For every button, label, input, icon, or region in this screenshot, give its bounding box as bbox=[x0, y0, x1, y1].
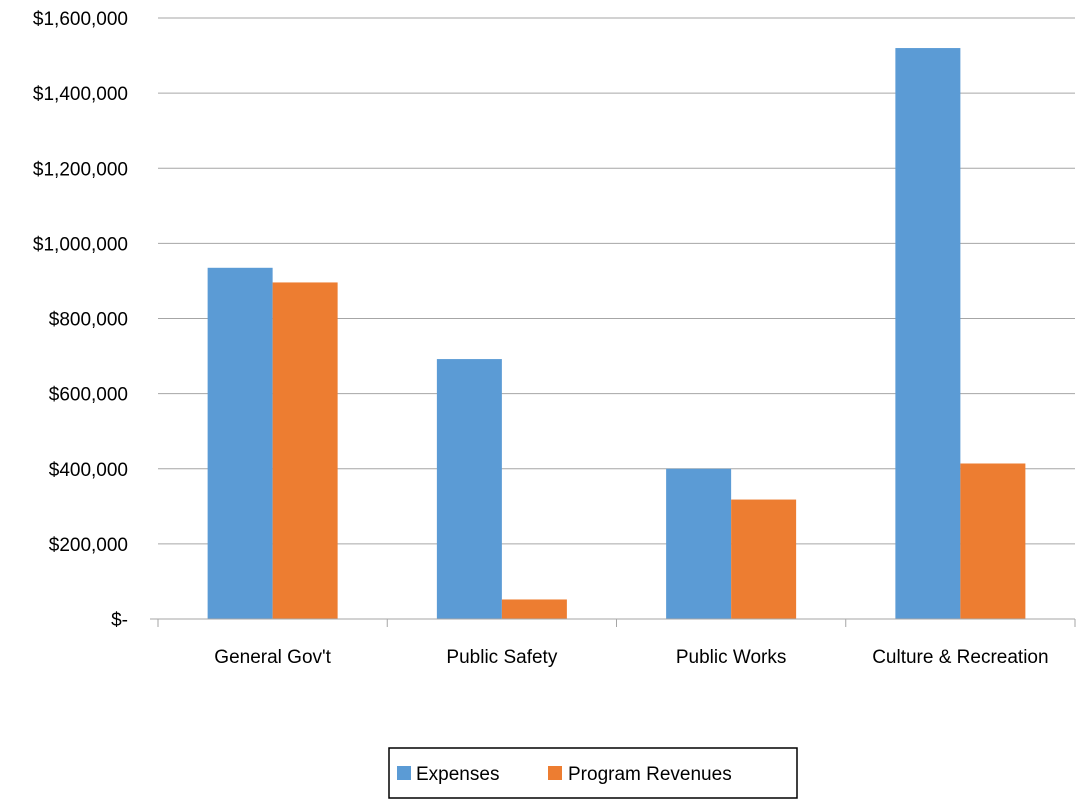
x-axis bbox=[150, 618, 1076, 627]
legend-box bbox=[388, 747, 798, 799]
y-tick-label: $200,000 bbox=[49, 535, 128, 556]
bars bbox=[207, 48, 1026, 620]
legend-label: Expenses bbox=[416, 764, 499, 785]
x-axis-category-labels: General Gov't Public Safety Public Works Cu… bbox=[214, 647, 1048, 668]
legend: Expenses Program Revenues bbox=[388, 747, 798, 799]
bar-expenses bbox=[895, 48, 961, 620]
legend-swatch-program-revenues bbox=[548, 766, 562, 780]
bar-program-revenues bbox=[501, 599, 567, 619]
y-tick-label: $1,000,000 bbox=[33, 234, 128, 255]
y-tick-label: $400,000 bbox=[49, 460, 128, 481]
bar-expenses bbox=[207, 267, 273, 619]
y-tick-label: $800,000 bbox=[49, 310, 128, 331]
bar-expenses bbox=[436, 359, 502, 619]
category-label: General Gov't bbox=[214, 647, 331, 668]
y-axis-tick-labels: $- $200,000 $400,000 $600,000 $800,000 $1,000… bbox=[33, 9, 128, 631]
category-label: Public Safety bbox=[446, 647, 557, 668]
bar-expenses bbox=[666, 468, 732, 619]
y-tick-label: $1,400,000 bbox=[33, 84, 128, 105]
category-label: Culture & Recreation bbox=[872, 647, 1048, 668]
y-tick-label: $1,200,000 bbox=[33, 159, 128, 180]
y-tick-label: $600,000 bbox=[49, 385, 128, 406]
legend-swatch-expenses bbox=[397, 766, 411, 780]
bar-program-revenues bbox=[960, 463, 1026, 619]
bar-program-revenues bbox=[272, 282, 338, 619]
y-tick-label: $- bbox=[111, 610, 128, 631]
category-label: Public Works bbox=[676, 647, 787, 668]
y-tick-label: $1,600,000 bbox=[33, 9, 128, 30]
bar-program-revenues bbox=[731, 499, 797, 619]
legend-label: Program Revenues bbox=[568, 764, 732, 785]
